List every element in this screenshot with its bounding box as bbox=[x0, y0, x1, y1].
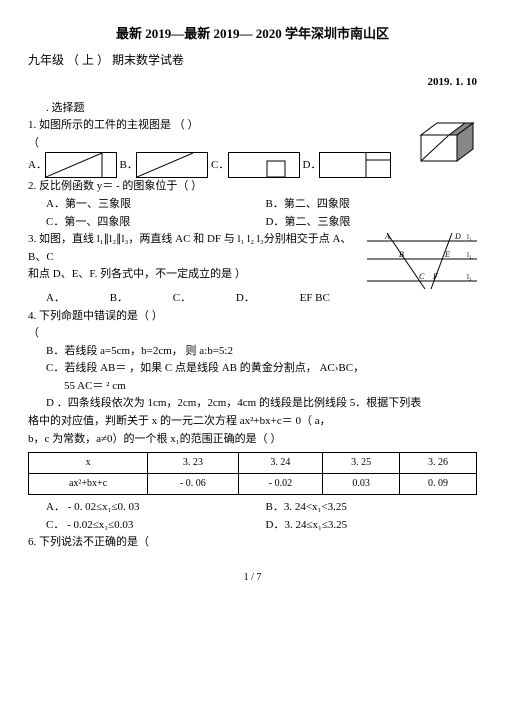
table-cell: 0. 09 bbox=[400, 474, 477, 495]
q3-opt-b: B． bbox=[110, 290, 128, 308]
q1-opt-d-figure bbox=[319, 152, 391, 178]
q1-opt-c-figure bbox=[228, 152, 300, 178]
q2-opt-b: B．第二、四象限 bbox=[266, 196, 350, 214]
q2-stem: 2. 反比例函数 y＝ - 的图象位于（ ） bbox=[28, 178, 477, 196]
q1-opt-b-figure bbox=[136, 152, 208, 178]
svg-text:E: E bbox=[444, 250, 450, 259]
table-cell: - 0.02 bbox=[238, 474, 323, 495]
q5-table: x 3. 23 3. 24 3. 25 3. 26 ax²+bx+c - 0. … bbox=[28, 452, 477, 495]
table-cell: 3. 26 bbox=[400, 453, 477, 474]
q3-opt-efbc: EF BC bbox=[300, 290, 330, 308]
q1-stem: 1. 如图所示的工件的主视图是 （ ） bbox=[28, 117, 413, 135]
page-number: 1 / 7 bbox=[28, 570, 477, 586]
q5-l2: b，c 为常数，a≠0）的一个根 x₁的范围正确的是（ ） bbox=[28, 431, 477, 449]
q1-opt-a-figure bbox=[45, 152, 117, 178]
exam-date: 2019. 1. 10 bbox=[28, 74, 477, 92]
q2-opt-a: A．第一、三象限 bbox=[46, 196, 262, 214]
q2-opt-c: C．第一、四象限 bbox=[46, 214, 262, 232]
q1-opt-c-label: C． bbox=[211, 157, 225, 175]
q3-stem-l1: 3. 如图，直线 l₁∥l₂∥l₃，两直线 AC 和 DF 与 l₁ l₂ l₃… bbox=[28, 231, 363, 266]
table-cell: 0.03 bbox=[323, 474, 400, 495]
table-cell: - 0. 06 bbox=[148, 474, 238, 495]
q4-opt-c-l2: 55 AC＝ ² cm bbox=[64, 378, 477, 396]
q3-opt-a: A． bbox=[46, 290, 65, 308]
q3-figure: A B C D E F l₁ l₂ l₃ bbox=[367, 231, 477, 291]
svg-text:F: F bbox=[432, 272, 438, 281]
q5-opt-b: B．3. 24<x₁<3.25 bbox=[266, 499, 347, 517]
table-cell: 3. 24 bbox=[238, 453, 323, 474]
q4-opt-c-l1: C．若线段 AB＝ ，如果 C 点是线段 AB 的黄金分割点， AC›BC， bbox=[46, 360, 477, 378]
q2-opt-d: D．第二、三象限 bbox=[266, 214, 351, 232]
svg-text:B: B bbox=[399, 250, 404, 259]
table-row: ax²+bx+c - 0. 06 - 0.02 0.03 0. 09 bbox=[29, 474, 477, 495]
table-cell: ax²+bx+c bbox=[29, 474, 148, 495]
svg-text:D: D bbox=[454, 232, 461, 241]
page-title: 最新 2019—最新 2019— 2020 学年深圳市南山区 bbox=[28, 24, 477, 45]
q1-3d-figure bbox=[417, 117, 477, 167]
q3-opt-c: C． bbox=[173, 290, 191, 308]
q4-stem: 4. 下列命题中错误的是（ ） bbox=[28, 308, 477, 326]
table-row: x 3. 23 3. 24 3. 25 3. 26 bbox=[29, 453, 477, 474]
q3-opt-d: D． bbox=[236, 290, 255, 308]
q4-paren: （ bbox=[28, 325, 477, 343]
table-cell: 3. 23 bbox=[148, 453, 238, 474]
svg-text:l₁: l₁ bbox=[467, 233, 471, 241]
section-heading: . 选择题 bbox=[46, 100, 477, 118]
q6-stem: 6. 下列说法不正确的是（ bbox=[28, 534, 477, 552]
q4-opt-d: D ．四条线段依次为 1cm，2cm，2cm，4cm 的线段是比例线段 5．根据… bbox=[46, 395, 477, 413]
q5-opt-a: A． - 0. 02≤x₁≤0. 03 bbox=[46, 499, 262, 517]
q1-opt-d-label: D． bbox=[303, 157, 317, 175]
table-cell: x bbox=[29, 453, 148, 474]
page-subtitle: 九年级 （ 上 ） 期末数学试卷 bbox=[28, 51, 477, 70]
q1-paren: （ bbox=[28, 135, 413, 153]
q5-l1: 格中的对应值，判断关于 x 的一元二次方程 ax²+bx+c＝ 0（ a， bbox=[28, 413, 477, 431]
q5-opt-d: D．3. 24≤x₁≤3.25 bbox=[266, 517, 348, 535]
q4-opt-b: B．若线段 a=5cm，b=2cm， 则 a:b=5:2 bbox=[46, 343, 477, 361]
q1-opt-b-label: B． bbox=[120, 157, 134, 175]
table-cell: 3. 25 bbox=[323, 453, 400, 474]
q3-stem-l2: 和点 D、E、F. 列各式中，不一定成立的是 ） bbox=[28, 266, 363, 284]
svg-text:l₂: l₂ bbox=[467, 251, 472, 259]
q1-opt-a-label: A． bbox=[28, 157, 42, 175]
q5-opt-c: C． - 0.02≤x₁≤0.03 bbox=[46, 517, 262, 535]
svg-text:A: A bbox=[384, 232, 390, 241]
svg-text:l₃: l₃ bbox=[467, 273, 472, 281]
svg-text:C: C bbox=[419, 272, 425, 281]
